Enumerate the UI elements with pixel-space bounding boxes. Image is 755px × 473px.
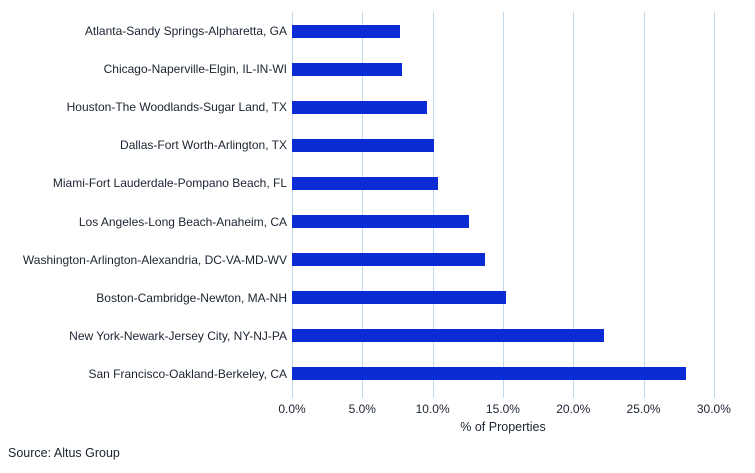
bar — [292, 24, 401, 38]
gridline — [502, 12, 504, 398]
category-label: Dallas-Fort Worth-Arlington, TX — [120, 138, 287, 153]
category-label: Houston-The Woodlands-Sugar Land, TX — [66, 100, 287, 115]
category-label: Boston-Cambridge-Newton, MA-NH — [96, 290, 287, 305]
gridline — [432, 12, 434, 398]
gridline — [573, 12, 575, 398]
gridline — [643, 12, 645, 398]
x-tick-label: 5.0% — [348, 402, 376, 416]
gridline — [362, 12, 364, 398]
x-tick-label: 0.0% — [278, 402, 306, 416]
x-tick-label: 20.0% — [556, 402, 591, 416]
bar — [292, 176, 439, 190]
bar — [292, 253, 485, 267]
x-axis-title: % of Properties — [460, 420, 546, 434]
category-label: Atlanta-Sandy Springs-Alpharetta, GA — [84, 24, 287, 39]
bar — [292, 291, 506, 305]
x-tick-label: 25.0% — [626, 402, 661, 416]
bar — [292, 329, 605, 343]
category-label: Los Angeles-Long Beach-Anaheim, CA — [78, 214, 287, 229]
source-note: Source: Altus Group — [8, 446, 120, 460]
x-tick-label: 10.0% — [415, 402, 450, 416]
bar — [292, 138, 435, 152]
category-label: San Francisco-Oakland-Berkeley, CA — [88, 366, 287, 381]
category-label: New York-Newark-Jersey City, NY-NJ-PA — [69, 328, 287, 343]
plot-area — [292, 12, 742, 398]
bar — [292, 215, 470, 229]
category-label: Chicago-Naperville-Elgin, IL-IN-WI — [103, 62, 287, 77]
x-tick-label: 15.0% — [485, 402, 520, 416]
bar — [292, 100, 427, 114]
bar — [292, 62, 402, 76]
category-label: Miami-Fort Lauderdale-Pompano Beach, FL — [52, 176, 287, 191]
x-tick-label: 30.0% — [696, 402, 731, 416]
category-label: Washington-Arlington-Alexandria, DC-VA-M… — [22, 252, 287, 267]
gridline — [713, 12, 715, 398]
bar — [292, 367, 686, 381]
gridline — [292, 12, 293, 398]
